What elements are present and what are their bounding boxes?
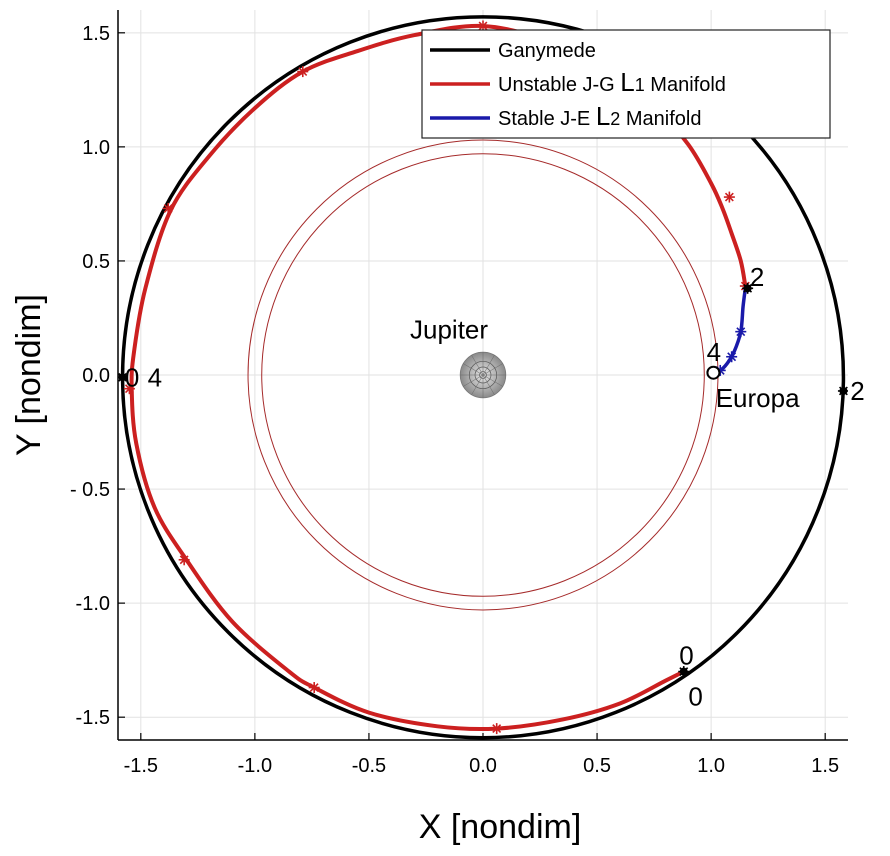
y-tick-label: 0.0 [82, 365, 110, 387]
europa-body [706, 365, 721, 380]
annotation-label: 0 [688, 682, 702, 712]
axes: -1.5 -1.0 -0.5 0.0 0.5 1.0 1.5 1.5 1.0 0.5 0.0 - 0.… [70, 23, 839, 777]
annotation-label: 4 [148, 362, 162, 392]
y-axis-label: Y [nondim] [10, 294, 48, 456]
annotation-label: Jupiter [410, 314, 488, 344]
jupiter-body [459, 351, 507, 399]
y-tick-label: 1.0 [82, 137, 110, 159]
legend-entry-0: Ganymede [498, 40, 596, 62]
y-tick-label: - 0.5 [70, 479, 110, 501]
black-position-marker [837, 385, 848, 397]
annotation-label: 0 [125, 362, 139, 392]
legend-entry-2: Stable J-E L2 Manifold [498, 101, 701, 131]
x-tick-label: -1.5 [124, 755, 158, 777]
blue-star-marker [726, 351, 738, 363]
annotation-label: 2 [850, 376, 864, 406]
annotation-label: Europa [716, 383, 800, 413]
legend: Ganymede Unstable J-G L1 Manifold Stable J… [421, 29, 831, 139]
black-position-marker [678, 666, 690, 678]
blue-star-marker [735, 326, 747, 338]
x-tick-label: 1.5 [811, 755, 839, 777]
legend-entry-1: Unstable J-G L1 Manifold [498, 67, 726, 97]
y-tick-label: 0.5 [82, 251, 110, 273]
red-star-marker [162, 202, 174, 214]
red-star-marker [297, 66, 309, 78]
red-star-marker [723, 191, 735, 203]
red-star-marker [123, 383, 135, 395]
y-tick-label: 1.5 [82, 23, 110, 45]
annotation-label: 0 [679, 641, 693, 671]
x-tick-label: 0.5 [583, 755, 611, 777]
x-axis-label: X [nondim] [419, 808, 582, 846]
red-star-marker [491, 723, 503, 735]
red-star-marker [178, 554, 190, 566]
inner-ring-0 [261, 153, 705, 597]
x-tick-label: 0.0 [469, 755, 497, 777]
annotation-label: 2 [750, 262, 764, 292]
x-tick-label: 1.0 [697, 755, 725, 777]
x-tick-label: -1.0 [238, 755, 272, 777]
black-position-marker [742, 282, 754, 294]
red-star-marker [308, 682, 320, 694]
x-tick-label: -0.5 [352, 755, 386, 777]
annotation-label: 4 [707, 337, 721, 367]
y-tick-label: -1.0 [76, 593, 110, 615]
y-tick-label: -1.5 [76, 707, 110, 729]
